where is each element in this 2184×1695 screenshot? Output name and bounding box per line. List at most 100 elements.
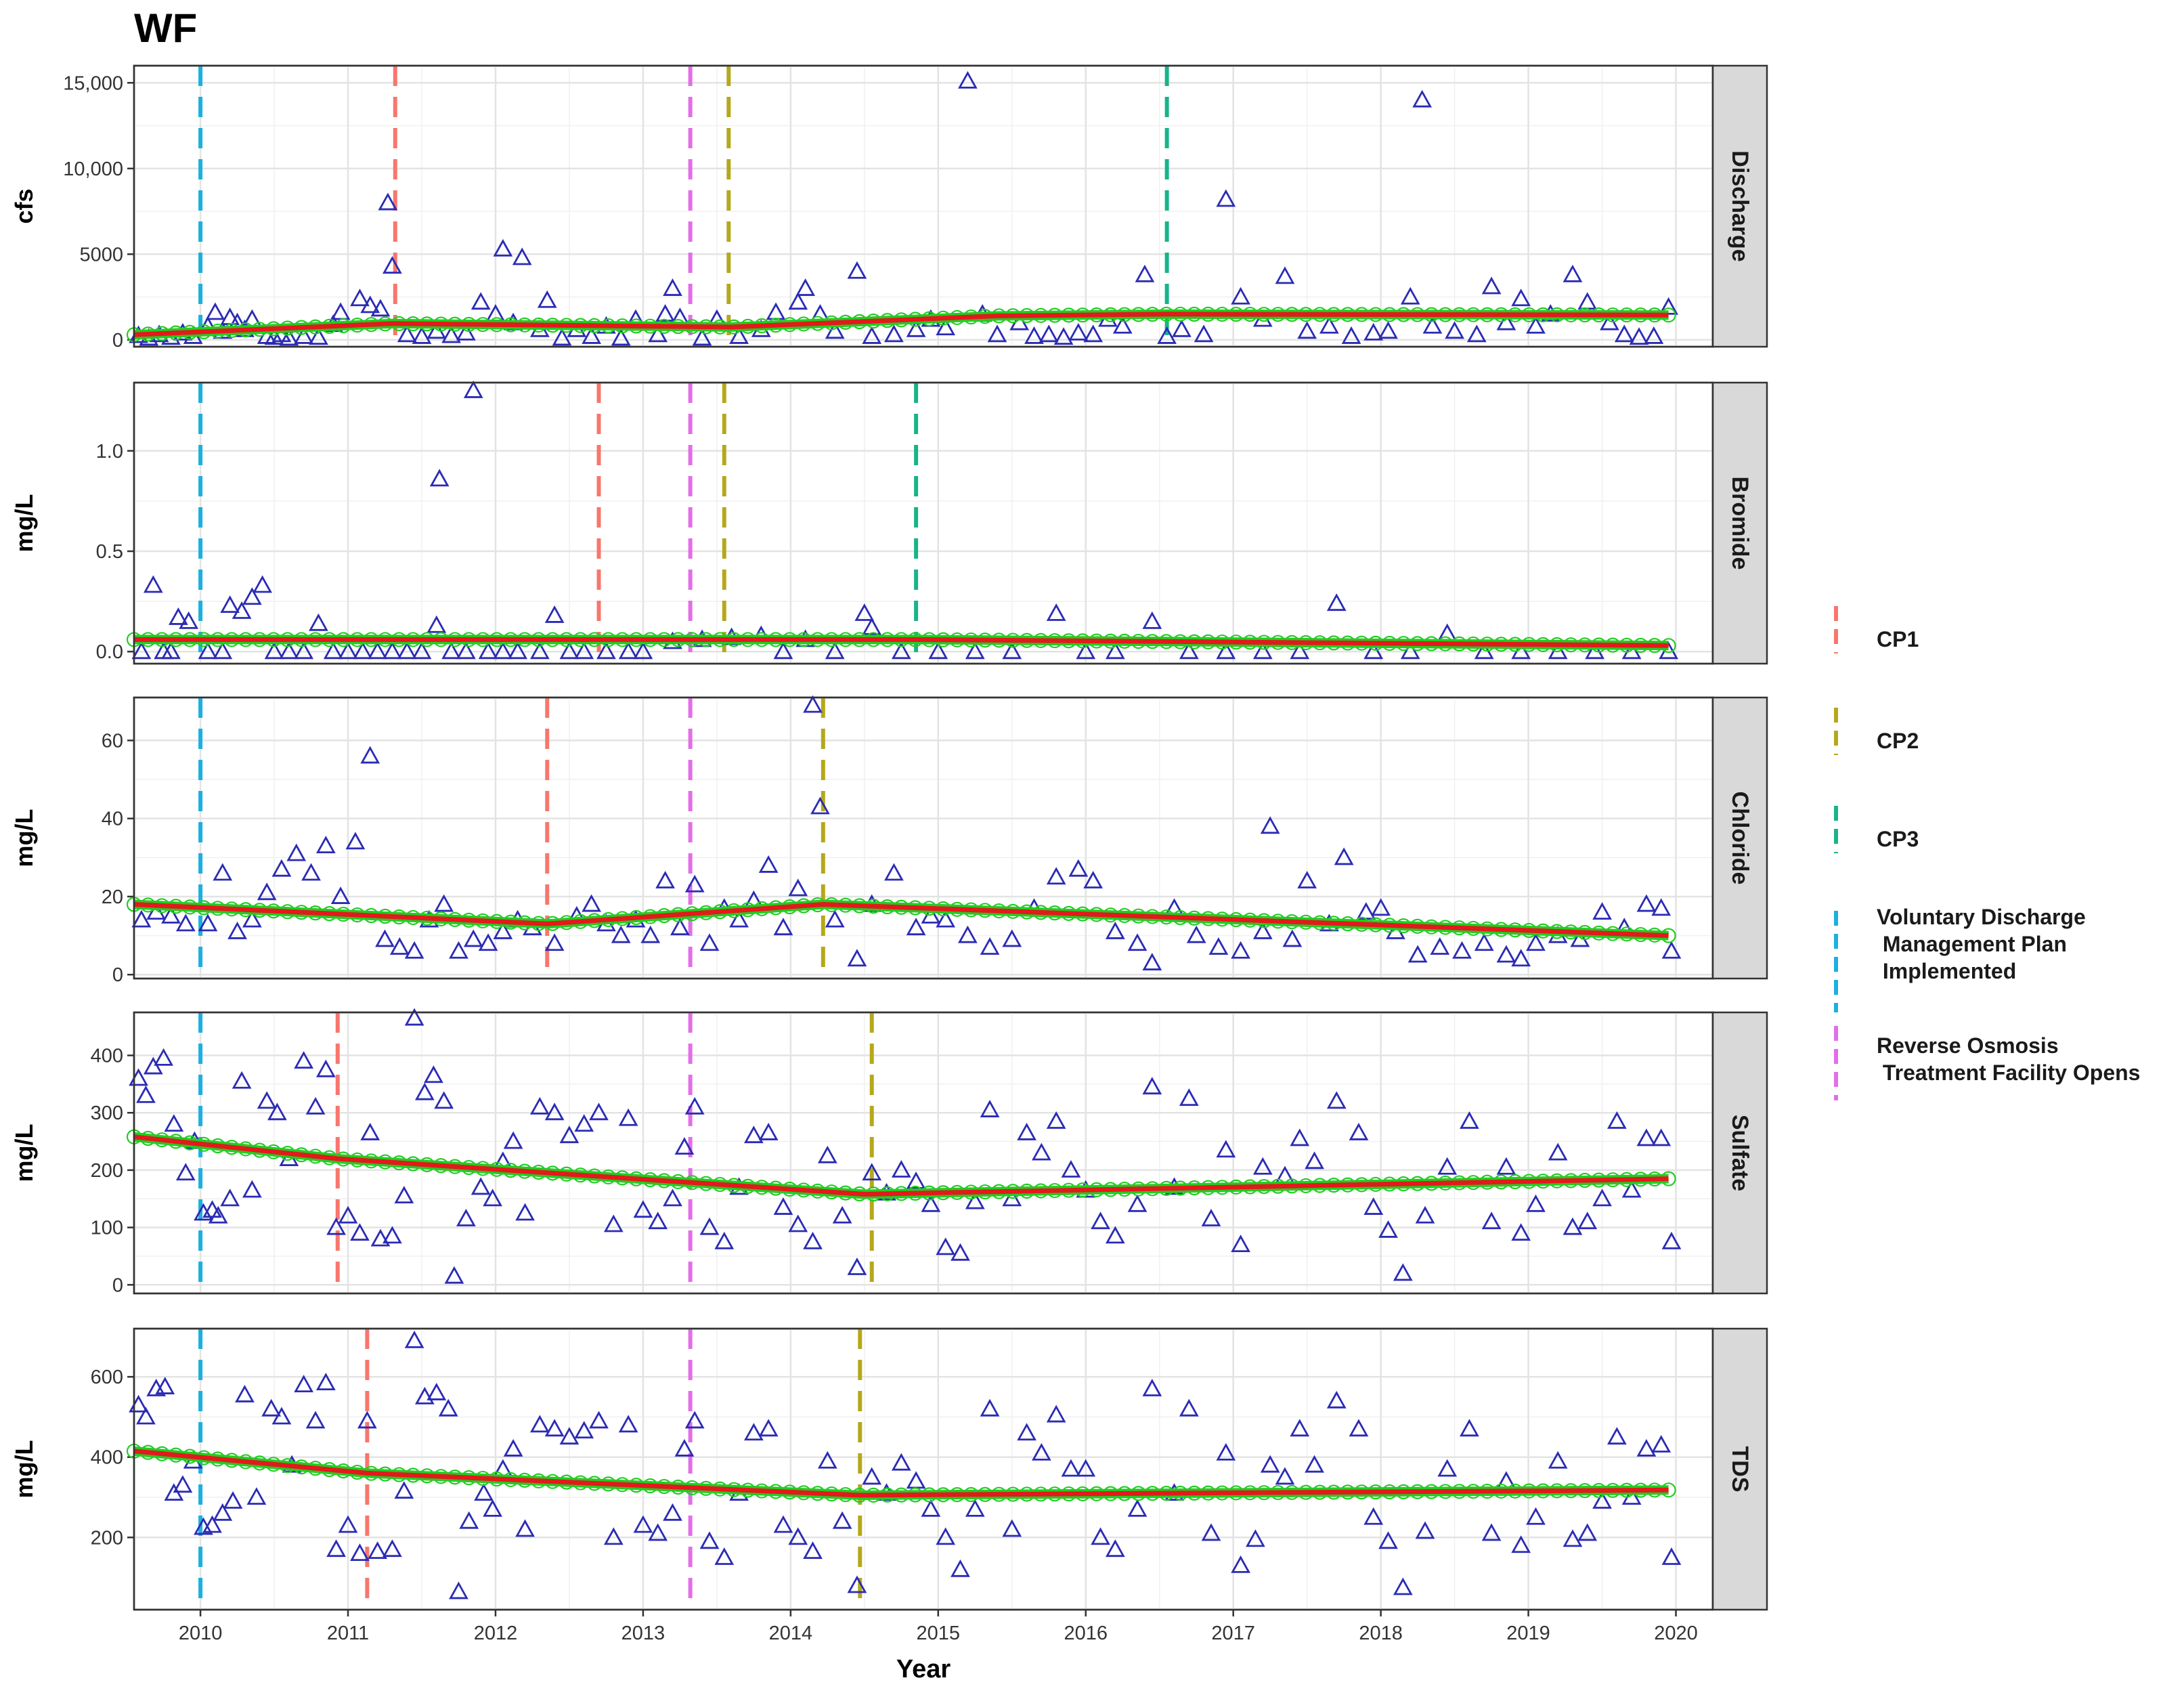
x-tick-label: 2014 — [769, 1623, 813, 1644]
data-point — [1231, 1235, 1250, 1253]
facet-strip — [1711, 696, 1768, 980]
data-point — [213, 863, 233, 881]
data-point — [699, 1531, 720, 1549]
data-point — [368, 641, 387, 660]
data-point — [1216, 1442, 1236, 1461]
data-point — [633, 641, 653, 660]
data-point — [1142, 611, 1162, 629]
x-tick-label: 2010 — [179, 1623, 223, 1644]
x-axis: 2010 2011 2012 2013 2014 2015 2016 2017 2018 2019… — [179, 1610, 1698, 1644]
data-point — [537, 290, 557, 308]
data-point — [906, 319, 926, 337]
x-tick-label: 2017 — [1211, 1623, 1255, 1644]
data-point — [773, 1197, 793, 1215]
data-point — [618, 641, 638, 660]
data-point — [1430, 937, 1450, 955]
data-point — [434, 1091, 454, 1109]
legend-item-cp2: CP2 — [1834, 708, 1919, 755]
data-point — [1083, 871, 1104, 888]
data-point — [1091, 1527, 1110, 1545]
data-point — [1201, 1523, 1221, 1541]
data-point — [788, 1214, 808, 1232]
data-point — [515, 1519, 535, 1537]
data-point — [232, 1071, 252, 1089]
data-point — [350, 288, 370, 307]
facet-strip — [1711, 1011, 1768, 1295]
data-point — [227, 921, 247, 939]
data-point — [832, 1511, 852, 1529]
data-point — [958, 925, 978, 943]
data-point — [1252, 1157, 1273, 1175]
y-tick-label: 0 — [112, 330, 123, 351]
data-point — [286, 843, 307, 861]
legend-label: CP1 — [1877, 627, 1919, 651]
data-point — [1260, 1455, 1280, 1473]
data-point — [1363, 641, 1384, 660]
data-point — [434, 894, 454, 912]
data-point — [503, 1438, 523, 1457]
data-point — [1031, 1442, 1051, 1461]
data-point — [1017, 1122, 1036, 1140]
data-point — [987, 324, 1007, 343]
data-point — [1031, 1142, 1051, 1161]
data-point — [1621, 1180, 1642, 1198]
data-point — [1252, 641, 1273, 660]
data-point — [559, 1427, 580, 1445]
y-tick-label: 100 — [91, 1218, 123, 1239]
data-point — [1076, 1459, 1096, 1477]
data-point — [648, 324, 668, 343]
data-point — [699, 933, 720, 951]
data-point — [1297, 321, 1317, 339]
data-point — [1496, 1157, 1516, 1175]
legend-label: CP3 — [1877, 827, 1919, 851]
data-point — [279, 328, 299, 346]
data-point — [1297, 871, 1317, 888]
data-point — [743, 1423, 764, 1441]
data-point — [242, 1180, 262, 1198]
data-point — [1290, 1128, 1310, 1146]
data-point — [1091, 1211, 1110, 1230]
data-point — [714, 1547, 735, 1565]
data-point — [169, 607, 188, 625]
data-point — [1511, 949, 1531, 967]
data-point — [338, 1515, 358, 1533]
data-point — [271, 859, 292, 877]
y-tick-label: 15,000 — [63, 72, 123, 94]
panel-background — [133, 1327, 1714, 1611]
legend: CP1 CP2 CP3 Voluntary Discharge Management … — [1834, 606, 2140, 1100]
data-point — [847, 261, 867, 279]
data-point — [1526, 1194, 1546, 1212]
data-point — [1068, 322, 1089, 341]
data-point — [1053, 327, 1074, 345]
data-point — [1644, 326, 1664, 344]
data-point — [951, 1559, 970, 1577]
data-point — [1511, 288, 1531, 307]
data-point — [810, 796, 830, 815]
data-point — [1393, 1263, 1413, 1281]
data-point — [1511, 1535, 1531, 1553]
data-point — [1607, 1111, 1627, 1129]
facet-strip — [1711, 64, 1768, 348]
data-point — [803, 695, 823, 713]
data-point — [253, 575, 272, 593]
x-tick-label: 2011 — [327, 1623, 369, 1644]
data-point — [338, 1205, 358, 1224]
data-point — [1363, 1507, 1384, 1525]
data-point — [155, 1377, 175, 1394]
data-point — [198, 641, 218, 660]
y-tick-label: 0 — [112, 1274, 123, 1296]
data-point — [847, 1258, 867, 1275]
event-lines — [198, 1012, 874, 1293]
data-point — [862, 1163, 882, 1181]
data-point — [271, 1407, 292, 1425]
data-point — [965, 1499, 985, 1517]
data-point — [353, 641, 373, 660]
data-point — [655, 871, 675, 888]
data-point — [397, 641, 417, 660]
data-point — [758, 855, 779, 873]
data-point — [279, 641, 299, 660]
data-point — [305, 1411, 326, 1429]
data-point — [264, 641, 284, 660]
data-point — [512, 247, 532, 265]
data-point — [1112, 316, 1133, 334]
